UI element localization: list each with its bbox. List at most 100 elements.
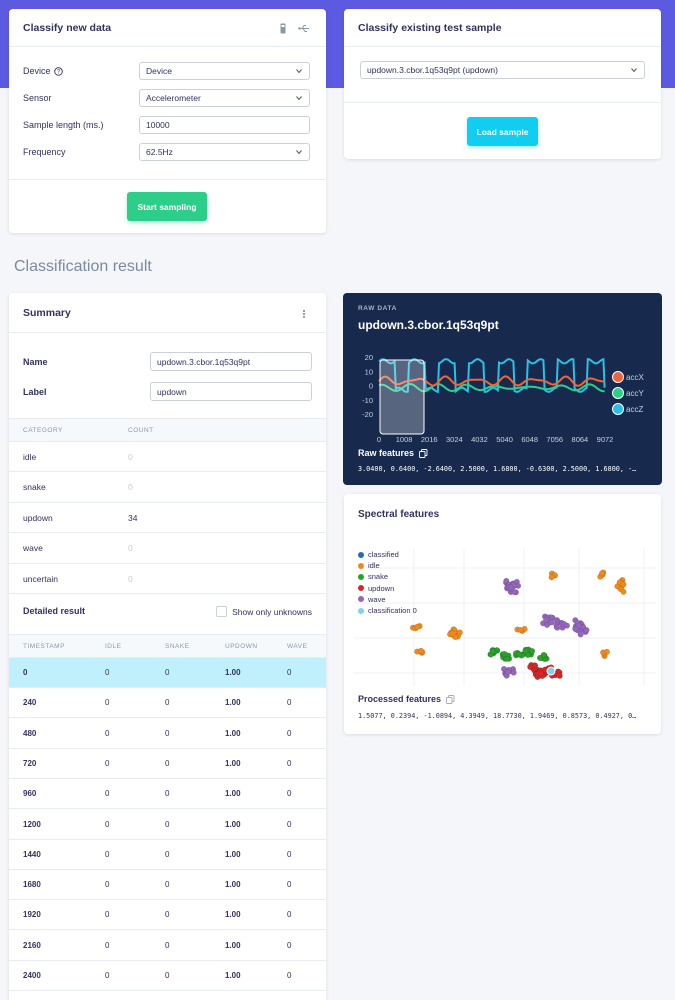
- scatter-point-wave: [507, 584, 514, 591]
- summary-card: Summary Name updown.3.cbor.1q53q9pt Labe…: [9, 293, 326, 1000]
- name-field[interactable]: updown.3.cbor.1q53q9pt: [150, 352, 312, 371]
- table-cell: 0: [287, 668, 292, 677]
- legend-label[interactable]: accZ: [626, 405, 643, 414]
- sensor-select[interactable]: Accelerometer: [139, 89, 310, 107]
- table-row[interactable]: 1200 0 0 1.00 0: [9, 810, 326, 840]
- device-select[interactable]: Device: [139, 62, 310, 80]
- sample-length-input[interactable]: 10000: [139, 116, 310, 134]
- col-snake: SNAKE: [165, 642, 190, 650]
- spectral-scatter-chart[interactable]: [344, 538, 661, 688]
- table-cell: 0: [105, 668, 110, 677]
- frequency-select[interactable]: 62.5Hz: [139, 143, 310, 161]
- category-table-header: CATEGORY COUNT: [9, 418, 326, 442]
- sensor-row: Sensor Accelerometer: [23, 89, 310, 107]
- legend-label[interactable]: accY: [626, 389, 644, 398]
- legend-label: updown: [368, 583, 395, 593]
- table-cell: 0: [287, 849, 292, 859]
- table-cell: 0: [165, 819, 170, 829]
- only-unknowns-toggle[interactable]: Show only unknowns: [216, 606, 312, 617]
- scatter-point-updown: [556, 672, 563, 679]
- device-row: Device ? Device: [23, 62, 310, 80]
- x-tick-label: 9072: [597, 435, 614, 444]
- table-row[interactable]: 1920 0 0 1.00 0: [9, 900, 326, 931]
- spectral-legend-item[interactable]: classification 0: [358, 606, 417, 615]
- name-row: Name updown.3.cbor.1q53q9pt: [23, 352, 312, 371]
- table-cell: 0: [287, 789, 292, 799]
- table-row[interactable]: 2160 0 0 1.00 0: [9, 931, 326, 961]
- table-row[interactable]: 720 0 0 1.00 0: [9, 749, 326, 779]
- table-cell: 0: [165, 910, 170, 920]
- legend-swatch: [358, 573, 364, 580]
- scatter-point-snake: [501, 650, 508, 657]
- legend-swatch: [358, 596, 364, 603]
- table-row[interactable]: 2400 0 0 1.00 0: [9, 961, 326, 991]
- scatter-point-snake: [489, 648, 496, 655]
- x-tick-label: 7056: [546, 435, 563, 444]
- x-tick-label: 1008: [396, 435, 413, 444]
- category-count: 0: [128, 543, 133, 553]
- raw-data-card: RAW DATA updown.3.cbor.1q53q9pt 20 10 0 -10…: [343, 293, 662, 485]
- col-count: COUNT: [128, 426, 154, 434]
- series-accX: [378, 375, 605, 387]
- table-cell: 0: [165, 880, 170, 890]
- scatter-point-wave: [572, 625, 579, 632]
- scatter-point-updown: [538, 670, 545, 677]
- table-cell: 1440: [23, 849, 41, 859]
- y-tick-label: 0: [369, 382, 373, 391]
- label-field[interactable]: updown: [150, 382, 312, 401]
- category-row: idle 0: [9, 442, 326, 472]
- legend-swatch: [612, 403, 624, 415]
- load-sample-button[interactable]: Load sample: [467, 117, 538, 146]
- table-row[interactable]: 1440 0 0 1.00 0: [9, 840, 326, 870]
- usb-icon[interactable]: [298, 23, 310, 34]
- chevron-down-icon: [296, 69, 302, 74]
- y-tick-label: 20: [365, 353, 373, 362]
- raw-data-chart[interactable]: 20 10 0 -10 -20 0 1008 2016 3024 4032 5040 6048 7056…: [343, 348, 662, 448]
- spectral-legend-item[interactable]: idle: [358, 561, 380, 570]
- copy-icon[interactable]: [419, 448, 428, 458]
- spectral-legend-item[interactable]: snake: [358, 572, 388, 581]
- table-row[interactable]: 0 0 0 1.00 0: [9, 658, 326, 688]
- legend-label: snake: [368, 572, 389, 582]
- detailed-result-title: Detailed result: [23, 606, 86, 616]
- spectral-legend-item[interactable]: wave: [358, 595, 386, 604]
- table-cell: 0: [287, 728, 292, 738]
- more-options-icon[interactable]: [302, 309, 306, 319]
- start-sampling-button[interactable]: Start sampling: [127, 192, 207, 221]
- table-row[interactable]: 960 0 0 1.00 0: [9, 779, 326, 810]
- legend-label: classification 0: [368, 606, 417, 615]
- scatter-point-classification[interactable]: [546, 666, 556, 676]
- summary-header: Summary: [9, 293, 326, 333]
- x-tick-label: 8064: [572, 435, 589, 444]
- only-unknowns-checkbox[interactable]: [216, 606, 228, 617]
- help-icon[interactable]: ?: [53, 66, 63, 76]
- table-cell: 1920: [23, 910, 41, 920]
- spectral-legend-item[interactable]: updown: [358, 584, 394, 593]
- legend-label[interactable]: accX: [626, 373, 644, 382]
- chevron-down-icon: [296, 96, 302, 101]
- scatter-point-wave: [548, 619, 555, 626]
- table-row[interactable]: 480 0 0 1.00 0: [9, 719, 326, 749]
- table-row[interactable]: 1680 0 0 1.00 0: [9, 870, 326, 901]
- test-sample-select[interactable]: updown.3.cbor.1q53q9pt (updown): [360, 61, 645, 79]
- usb-device-icon[interactable]: [278, 23, 288, 34]
- copy-icon[interactable]: [446, 694, 455, 704]
- table-cell: 0: [287, 910, 292, 920]
- test-sample-row: updown.3.cbor.1q53q9pt (updown): [360, 61, 645, 79]
- legend-swatch: [612, 387, 624, 399]
- table-row[interactable]: 240 0 0 1.00 0: [9, 688, 326, 719]
- table-cell: 1.00: [225, 940, 241, 950]
- table-cell: 0: [287, 819, 292, 829]
- scatter-point-wave: [510, 669, 517, 676]
- y-tick-label: -20: [362, 410, 373, 419]
- scatter-point-snake: [516, 651, 523, 658]
- window-selection[interactable]: [379, 359, 425, 435]
- raw-data-title: updown.3.cbor.1q53q9pt: [358, 318, 499, 332]
- scatter-point-idle: [449, 630, 456, 637]
- spectral-legend-item[interactable]: classified: [358, 550, 399, 559]
- detail-table-header: TIMESTAMP IDLE SNAKE UPDOWN WAVE: [9, 634, 326, 658]
- x-tick-label: 3024: [446, 435, 463, 444]
- table-cell: 0: [105, 910, 110, 920]
- col-category: CATEGORY: [23, 426, 63, 434]
- table-cell: 0: [287, 971, 292, 980]
